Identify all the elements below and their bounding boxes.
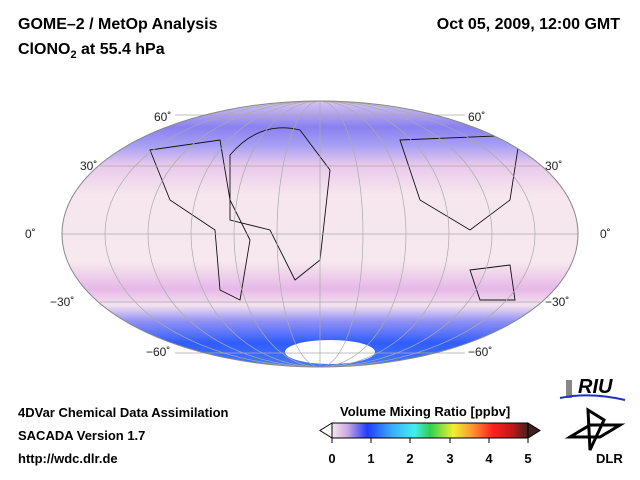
colorbar-tick-label: 2 xyxy=(406,451,414,466)
pressure-level: at 55.4 hPa xyxy=(76,41,165,58)
species-label: ClONO2 at 55.4 hPa xyxy=(18,41,165,61)
lat-label-60s-right: −60˚ xyxy=(468,345,493,359)
lat-label-eq-right: 0˚ xyxy=(600,227,611,241)
footer-version: SACADA Version 1.7 xyxy=(18,428,146,443)
lat-label-60n-left: 60˚ xyxy=(154,110,172,124)
colorbar-title: Volume Mixing Ratio [ppbv] xyxy=(340,404,511,419)
species-name: ClONO xyxy=(18,41,71,58)
lat-label-eq-left: 0˚ xyxy=(25,227,36,241)
lat-label-30s-right: −30˚ xyxy=(545,295,570,309)
species-subscript: 2 xyxy=(70,49,77,62)
riu-logo-text: RIU xyxy=(578,376,613,398)
coastlines xyxy=(149,127,521,301)
footer-url[interactable]: http://wdc.dlr.de xyxy=(18,451,118,466)
colorbar xyxy=(331,422,529,439)
colorbar-tick-label: 3 xyxy=(446,451,454,466)
riu-logo xyxy=(559,380,626,401)
lat-label-30n-right: 30˚ xyxy=(545,159,563,173)
colorbar-min-arrow xyxy=(319,422,333,439)
colorbar-tick-label: 4 xyxy=(485,451,493,466)
colorbar-ticks xyxy=(331,438,529,443)
lat-label-30s-left: −30˚ xyxy=(50,295,75,309)
lat-label-60s-left: −60˚ xyxy=(146,345,171,359)
figure-title: GOME–2 / MetOp Analysis xyxy=(18,16,218,33)
antarctica xyxy=(285,340,375,364)
colorbar-tick-label: 5 xyxy=(524,451,532,466)
colorbar-tick-label: 0 xyxy=(328,451,336,466)
lat-label-30n-left: 30˚ xyxy=(80,159,98,173)
dlr-logo-text: DLR xyxy=(596,451,623,466)
lat-label-60n-right: 60˚ xyxy=(468,110,486,124)
colorbar-tick-label: 1 xyxy=(367,451,375,466)
footer-method: 4DVar Chemical Data Assimilation xyxy=(18,405,229,420)
map-border xyxy=(61,100,579,368)
dlr-logo xyxy=(564,407,626,451)
colorbar-max-arrow xyxy=(527,422,541,439)
datetime: Oct 05, 2009, 12:00 GMT xyxy=(436,16,620,33)
